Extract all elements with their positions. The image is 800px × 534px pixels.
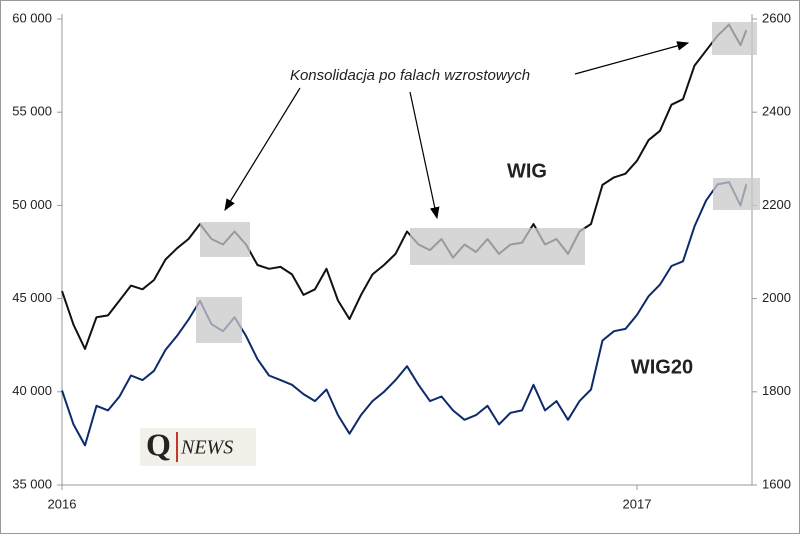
arrow — [224, 87, 301, 212]
arrow — [574, 41, 690, 75]
y2-tick-label: 2000 — [762, 290, 791, 305]
y-tick-label: 40 000 — [12, 383, 52, 398]
highlight-box — [713, 178, 760, 210]
plot-area: 35 000 40 000 45 000 50 000 55 000 60 000 1600… — [12, 10, 791, 511]
y2-tick-label: 1600 — [762, 476, 791, 491]
highlight-box — [196, 297, 242, 343]
y-tick-label: 35 000 — [12, 476, 52, 491]
highlight-box — [712, 22, 757, 55]
series-line — [61, 23, 748, 350]
y-tick-label: 45 000 — [12, 290, 52, 305]
y2-tick-label: 2600 — [762, 10, 791, 25]
highlight-boxes — [196, 22, 760, 343]
series-label: WIG — [507, 160, 547, 182]
y2-tick-label: 1800 — [762, 383, 791, 398]
y-tick-label: 50 000 — [12, 197, 52, 212]
arrows — [224, 41, 690, 220]
y-tick-label: 60 000 — [12, 10, 52, 25]
logo-text: NEWS — [180, 437, 233, 459]
logo-bg — [140, 428, 256, 466]
y-tick-label: 55 000 — [12, 104, 52, 119]
highlight-box — [200, 222, 250, 257]
series-label: WIG20 — [631, 356, 693, 378]
series-line — [61, 181, 748, 447]
x-tick-label: 2017 — [623, 496, 652, 511]
arrow — [409, 91, 440, 220]
annotation: Konsolidacja po falach wzrostowych — [290, 67, 530, 84]
highlight-box — [410, 228, 585, 265]
x-tick-label: 2016 — [48, 496, 77, 511]
y2-tick-label: 2400 — [762, 104, 791, 119]
y2-tick-label: 2200 — [762, 197, 791, 212]
logo-letter: Q — [146, 426, 171, 462]
